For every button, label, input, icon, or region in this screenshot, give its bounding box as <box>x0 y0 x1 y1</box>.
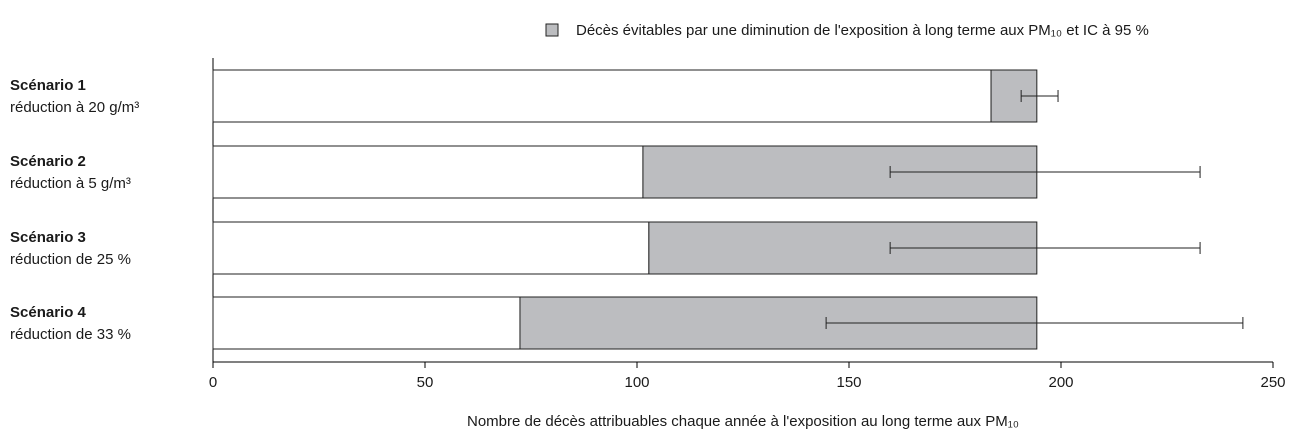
category-title: Scénario 2 <box>10 153 86 170</box>
category-title: Scénario 3 <box>10 229 86 246</box>
bar-segment <box>212 296 521 350</box>
x-tick-label: 150 <box>836 374 861 391</box>
bar-segment <box>212 145 644 199</box>
bar-segment <box>212 221 650 275</box>
category-subtitle: réduction de 25 % <box>10 251 131 268</box>
x-tick-label: 250 <box>1260 374 1285 391</box>
category-subtitle: réduction à 20 g/m³ <box>10 99 139 116</box>
x-tick-label: 50 <box>417 374 434 391</box>
category-subtitle: réduction de 33 % <box>10 326 131 343</box>
x-tick-label: 100 <box>624 374 649 391</box>
x-axis-label: Nombre de décès attribuables chaque anné… <box>467 413 1019 430</box>
x-tick-label: 200 <box>1048 374 1073 391</box>
category-subtitle: réduction à 5 g/m³ <box>10 175 131 192</box>
bar-segment <box>212 69 992 123</box>
category-title: Scénario 1 <box>10 77 86 94</box>
legend-label: Décès évitables par une diminution de l'… <box>576 22 1149 39</box>
category-title: Scénario 4 <box>10 304 87 321</box>
x-tick-label: 0 <box>209 374 217 391</box>
legend-swatch <box>545 23 559 37</box>
